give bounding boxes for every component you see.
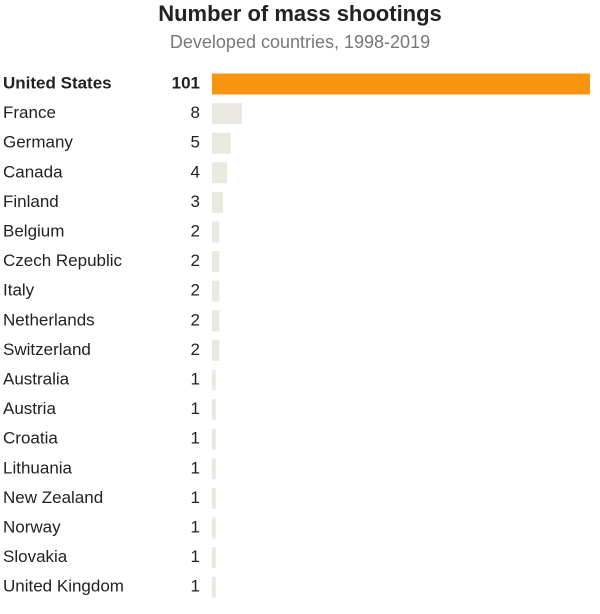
category-label: Austria	[3, 399, 56, 418]
bar	[212, 576, 216, 598]
category-label: Croatia	[3, 429, 58, 448]
bar	[212, 428, 216, 450]
category-label: Norway	[3, 517, 61, 536]
bar	[212, 162, 227, 184]
value-label: 8	[191, 103, 200, 122]
value-label: 1	[191, 458, 200, 477]
value-label: 1	[191, 547, 200, 566]
bar	[212, 221, 220, 243]
value-label: 2	[191, 340, 200, 359]
chart-subtitle: Developed countries, 1998-2019	[170, 32, 430, 52]
value-label: 4	[191, 162, 200, 181]
bar	[212, 487, 216, 509]
value-label: 1	[191, 517, 200, 536]
category-label: Australia	[3, 369, 70, 388]
bar	[212, 191, 224, 213]
value-label: 5	[191, 133, 200, 152]
category-label: Slovakia	[3, 547, 68, 566]
value-label: 2	[191, 310, 200, 329]
value-label: 101	[172, 73, 200, 92]
category-label: Italy	[3, 281, 35, 300]
value-label: 3	[191, 192, 200, 211]
bar	[212, 369, 216, 391]
value-label: 2	[191, 251, 200, 270]
value-label: 1	[191, 488, 200, 507]
bar	[212, 251, 220, 273]
category-label: Belgium	[3, 221, 64, 240]
category-label: Finland	[3, 192, 59, 211]
category-label: United Kingdom	[3, 577, 124, 596]
value-label: 1	[191, 429, 200, 448]
chart-title: Number of mass shootings	[158, 1, 442, 26]
bar	[212, 310, 220, 332]
bar	[212, 103, 242, 125]
bar	[212, 339, 220, 361]
category-label: Czech Republic	[3, 251, 123, 270]
bar	[212, 547, 216, 569]
category-label: New Zealand	[3, 488, 103, 507]
value-label: 1	[191, 369, 200, 388]
category-label: United States	[3, 73, 112, 92]
value-label: 1	[191, 577, 200, 596]
bar	[212, 458, 216, 480]
bar	[212, 132, 231, 154]
category-label: Germany	[3, 133, 73, 152]
category-label: Lithuania	[3, 458, 73, 477]
category-label: Netherlands	[3, 310, 95, 329]
value-label: 2	[191, 221, 200, 240]
bar	[212, 517, 216, 539]
bar	[212, 280, 220, 302]
bar	[212, 73, 590, 95]
category-label: Canada	[3, 162, 63, 181]
value-label: 1	[191, 399, 200, 418]
bar	[212, 399, 216, 421]
category-label: Switzerland	[3, 340, 91, 359]
category-label: France	[3, 103, 56, 122]
value-label: 2	[191, 281, 200, 300]
